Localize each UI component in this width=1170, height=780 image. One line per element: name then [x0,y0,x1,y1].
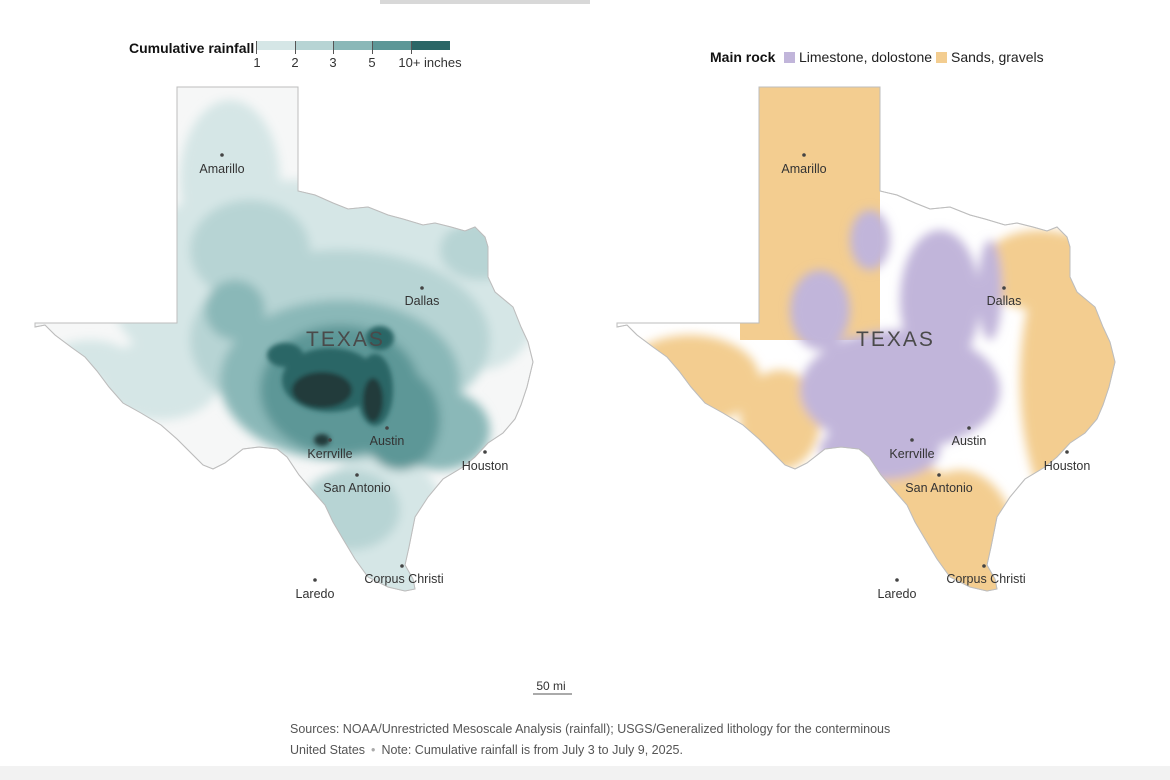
source-line-1: Sources: NOAA/Unrestricted Mesoscale Ana… [290,722,891,736]
tick-mark [372,41,373,54]
city-marker [220,153,224,157]
limestone-swatch [784,52,795,63]
city-marker [385,426,389,430]
state-label-left: TEXAS [306,328,385,351]
sands-label: Sands, gravels [951,49,1044,65]
ramp-cell-4 [372,41,411,50]
scale-bar: 50 mi [533,679,572,695]
tick-mark [333,41,334,54]
city-marker [802,153,806,157]
tick-label-3: 3 [329,55,337,70]
tick-mark [411,41,412,54]
scale-label: 50 mi [536,679,565,693]
city-marker [313,578,317,582]
city-label-laredo: Laredo [296,587,335,601]
city-marker [937,473,941,477]
tick-label-10-plus: 10+ inches [398,55,462,70]
limestone-label: Limestone, dolostone [799,49,933,65]
city-marker [328,438,332,442]
ramp-cell-2 [295,41,333,50]
city-label-houston: Houston [1044,459,1091,473]
city-label-kerrville: Kerrville [889,447,934,461]
ramp-cell-5 [411,41,450,50]
source-line-2: United States • Note: Cumulative rainfall … [290,740,930,761]
city-label-san-antonio: San Antonio [905,481,972,495]
city-label-san-antonio: San Antonio [323,481,390,495]
rock-map: TEXAS Amarillo Dallas Austin Kerrville H… [616,86,1116,601]
ramp-cell-1 [257,41,295,50]
city-marker [895,578,899,582]
city-label-laredo: Laredo [878,587,917,601]
city-marker [400,564,404,568]
tick-label-1: 1 [253,55,261,70]
tick-label-5: 5 [368,55,376,70]
ramp-cell-3 [333,41,372,50]
tick-mark [256,41,257,54]
source-note: Sources: NOAA/Unrestricted Mesoscale Ana… [290,719,930,761]
city-label-kerrville: Kerrville [307,447,352,461]
city-label-houston: Houston [462,459,509,473]
cropped-title-strip [380,0,590,4]
separator-dot: • [371,743,376,757]
city-label-austin: Austin [370,434,405,448]
city-marker [1002,286,1006,290]
tick-mark [295,41,296,54]
rainfall-legend-title: Cumulative rainfall [129,40,255,56]
rock-legend-title: Main rock [710,49,776,65]
tick-label-2: 2 [291,55,299,70]
sands-swatch [936,52,947,63]
city-label-corpus-christi: Corpus Christi [946,572,1025,586]
city-label-dallas: Dallas [405,294,440,308]
source-line-2a: United States [290,743,366,757]
source-line-2b: Note: Cumulative rainfall is from July 3… [381,743,683,757]
city-marker [982,564,986,568]
city-marker [1065,450,1069,454]
city-label-austin: Austin [952,434,987,448]
city-label-corpus-christi: Corpus Christi [364,572,443,586]
state-label-right: TEXAS [856,328,935,351]
city-marker [355,473,359,477]
city-marker [420,286,424,290]
city-marker [967,426,971,430]
city-marker [483,450,487,454]
city-label-amarillo: Amarillo [199,162,244,176]
city-marker [910,438,914,442]
city-label-amarillo: Amarillo [781,162,826,176]
city-label-dallas: Dallas [987,294,1022,308]
rainfall-map: TEXAS Amarillo Dallas Austin Kerrville H… [34,86,534,601]
footer-band [0,766,1170,780]
